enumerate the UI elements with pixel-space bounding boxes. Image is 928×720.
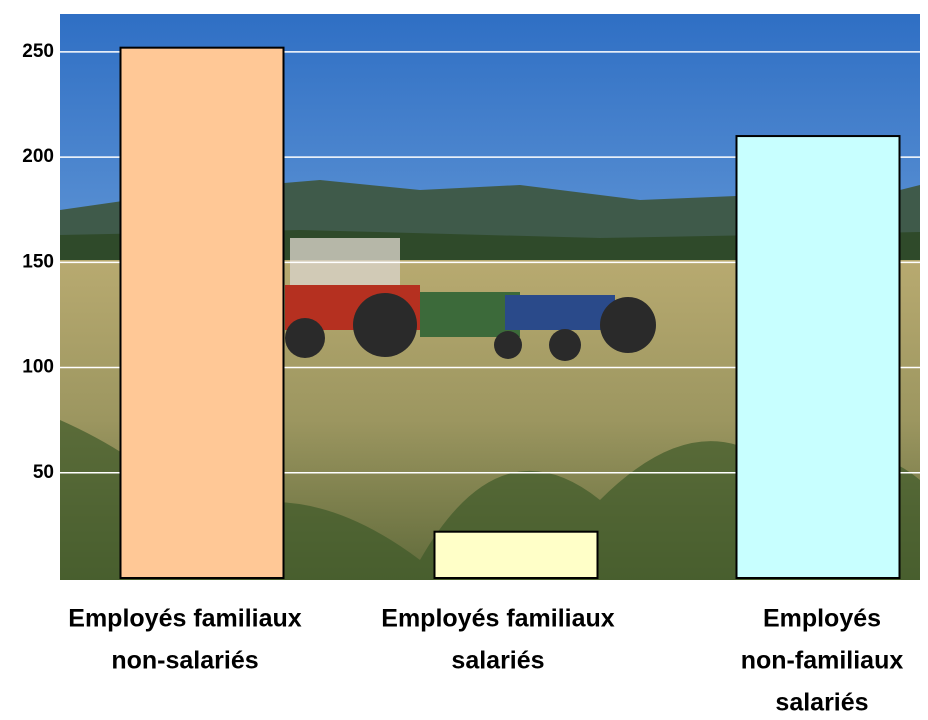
y-tick-label: 200 — [22, 146, 54, 167]
y-tick-label: 100 — [22, 357, 54, 378]
bar — [435, 532, 598, 578]
x-tick-label: Employés familiaux — [68, 605, 302, 633]
x-tick-label: Employés familiaux — [381, 605, 615, 633]
x-tick-label: Employés — [763, 605, 881, 633]
page: 50 100 150 200 250 Employés familiaux non-sala… — [0, 0, 928, 720]
chart: 50 100 150 200 250 Employés familiaux non-sala… — [0, 0, 928, 715]
x-tick-label: salariés — [451, 647, 544, 675]
y-tick-label: 150 — [22, 251, 54, 272]
bar — [121, 48, 284, 578]
x-tick-label: non-salariés — [111, 647, 258, 675]
x-tick-label: non-familiaux — [741, 647, 904, 675]
y-tick-label: 250 — [22, 41, 54, 62]
y-tick-label: 50 — [33, 462, 54, 483]
bar — [737, 136, 900, 578]
x-tick-label: salariés — [775, 689, 868, 715]
